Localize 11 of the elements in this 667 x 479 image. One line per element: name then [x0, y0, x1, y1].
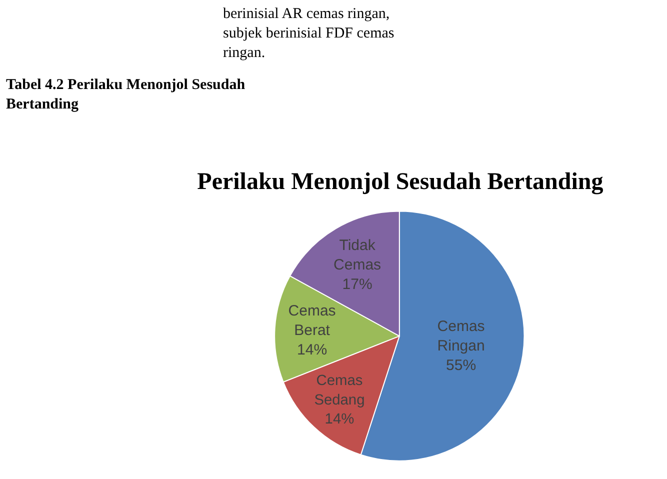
slice-label: Cemas Ringan: [437, 318, 485, 354]
slice-label: Tidak Cemas: [334, 236, 382, 274]
slice-label: Cemas Sedang: [314, 373, 365, 408]
data-label: 14%: [297, 342, 328, 359]
text: Tabel 4.2 Perilaku Menonjol Sesudah Bertanding: [6, 77, 246, 112]
chart-title: Perilaku Menonjol Sesudah Bertanding: [197, 169, 604, 196]
data-label: 17%: [342, 276, 372, 293]
text: berinisial AR cemas ringan, subjek berinisial FDF cemas ringan.: [223, 6, 394, 61]
data-label: 55%: [446, 356, 476, 374]
slice-label: Cemas Berat: [288, 302, 336, 340]
data-label: 14%: [324, 411, 354, 428]
